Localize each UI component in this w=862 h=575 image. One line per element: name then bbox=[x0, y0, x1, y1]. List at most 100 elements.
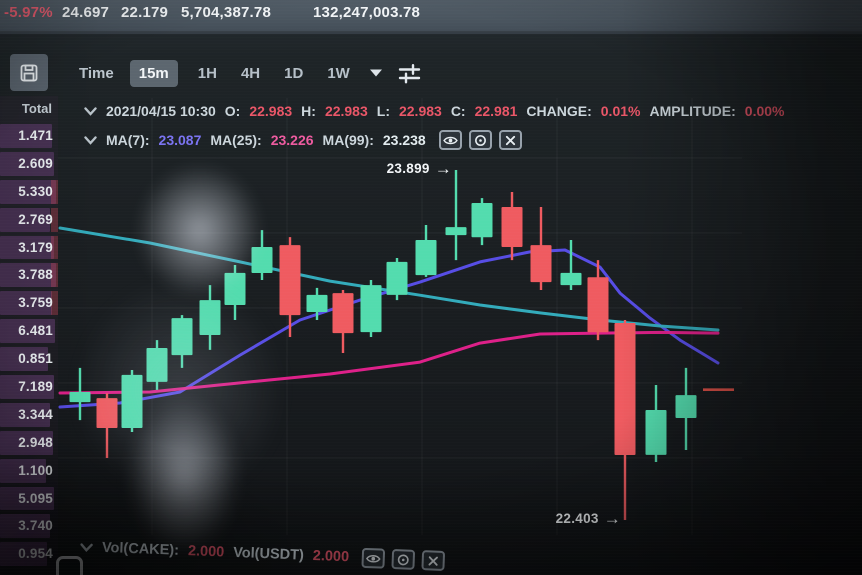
orderbook-row[interactable]: 3.179 bbox=[0, 234, 58, 262]
annotation-text: 22.403 bbox=[555, 511, 599, 526]
orderbook-total-value: 5.330 bbox=[18, 183, 53, 199]
candle-body bbox=[386, 261, 408, 295]
orderbook-total-value: 3.759 bbox=[18, 295, 53, 311]
orderbook-total-value: 1.100 bbox=[18, 462, 53, 478]
orderbook-row[interactable]: 2.948 bbox=[0, 429, 58, 457]
vol-close-button[interactable] bbox=[421, 550, 446, 572]
eye-icon bbox=[366, 552, 381, 564]
ma7-value: 23.087 bbox=[158, 132, 202, 148]
candle-datetime: 2021/04/15 10:30 bbox=[106, 103, 216, 119]
candle-body bbox=[645, 410, 667, 455]
change-24h-stat: -5.97% bbox=[4, 4, 53, 21]
orderbook-row[interactable]: 3.740 bbox=[0, 512, 58, 540]
low-value: 22.983 bbox=[398, 103, 442, 119]
vol-settings-button[interactable] bbox=[391, 548, 416, 570]
stat-value-1: 24.697 bbox=[62, 4, 110, 21]
interval-dropdown-button[interactable] bbox=[369, 69, 382, 77]
collapse-chevron-icon[interactable] bbox=[84, 135, 97, 145]
close-icon bbox=[505, 135, 516, 146]
orderbook-row[interactable]: 0.851 bbox=[0, 345, 58, 373]
interval-1w[interactable]: 1W bbox=[323, 60, 354, 87]
candle-body bbox=[332, 293, 354, 334]
orderbook-total-value: 2.948 bbox=[18, 434, 53, 450]
interval-15m[interactable]: 15m bbox=[129, 59, 178, 87]
orderbook-total-value: 6.481 bbox=[18, 323, 53, 339]
target-icon bbox=[474, 134, 487, 147]
chart-settings-button[interactable] bbox=[398, 63, 421, 84]
stat-value-3: 5,704,387.78 bbox=[181, 4, 271, 21]
orderbook-header: Total bbox=[21, 101, 52, 116]
interval-1d[interactable]: 1D bbox=[280, 60, 307, 87]
orderbook-row[interactable]: 5.330 bbox=[0, 178, 58, 206]
interval-1h[interactable]: 1H bbox=[194, 60, 221, 87]
candle-body bbox=[199, 300, 221, 335]
arrow-right-icon: → bbox=[434, 159, 452, 178]
orderbook-total-value: 1.471 bbox=[18, 128, 53, 143]
ma99-label: MA(99): bbox=[322, 132, 374, 148]
orderbook-total-value: 3.788 bbox=[18, 267, 53, 283]
orderbook-total-value: 2.609 bbox=[18, 155, 53, 171]
orderbook-row[interactable]: 2.769 bbox=[0, 206, 58, 234]
ma-indicator-bar: MA(7): 23.087 MA(25): 23.226 MA(99): 23.… bbox=[84, 130, 522, 150]
candle-body bbox=[587, 277, 609, 333]
sliders-icon bbox=[398, 63, 421, 84]
candle-body bbox=[96, 398, 118, 428]
orderbook-row[interactable]: 3.344 bbox=[0, 401, 58, 429]
ma-settings-button[interactable] bbox=[468, 130, 492, 150]
candle-body bbox=[306, 294, 328, 312]
orderbook-row[interactable]: 0.954 bbox=[0, 540, 58, 568]
collapse-chevron-icon[interactable] bbox=[80, 542, 93, 552]
orderbook-total-value: 5.095 bbox=[18, 490, 53, 506]
interval-4h[interactable]: 4H bbox=[237, 60, 264, 87]
orderbook-total-value: 3.740 bbox=[18, 518, 53, 534]
orderbook-row[interactable]: 2.609 bbox=[0, 150, 58, 178]
vol-visibility-button[interactable] bbox=[361, 547, 386, 569]
candle-body bbox=[121, 374, 143, 428]
candle-body bbox=[251, 247, 273, 273]
time-label: Time bbox=[79, 64, 114, 82]
eye-icon bbox=[442, 135, 458, 146]
amplitude-label: AMPLITUDE: bbox=[649, 103, 736, 119]
orderbook-row[interactable]: 5.095 bbox=[0, 485, 58, 513]
stat-value-2: 22.179 bbox=[121, 4, 169, 21]
annotation-text: 23.899 bbox=[386, 161, 430, 176]
ma25-value: 23.226 bbox=[270, 132, 314, 148]
candle-body bbox=[530, 245, 552, 283]
orderbook-total-value: 0.851 bbox=[18, 351, 53, 367]
arrow-right-icon: → bbox=[603, 509, 621, 528]
high-annotation: 23.899 → bbox=[386, 159, 452, 178]
open-value: 22.983 bbox=[249, 103, 293, 119]
orderbook-row[interactable]: 6.481 bbox=[0, 317, 58, 345]
target-icon bbox=[397, 553, 410, 566]
ma-close-button[interactable] bbox=[498, 130, 522, 150]
ohlc-info-bar: 2021/04/15 10:30 O: 22.983 H: 22.983 L: … bbox=[84, 103, 785, 119]
ma25-label: MA(25): bbox=[210, 132, 262, 148]
orderbook-row[interactable]: 1.471 bbox=[0, 122, 58, 150]
orderbook-row[interactable]: 7.189 bbox=[0, 373, 58, 401]
amplitude-value: 0.00% bbox=[744, 103, 785, 119]
candle-body bbox=[279, 245, 301, 316]
orderbook-total-value: 3.179 bbox=[18, 239, 53, 255]
high-label: H: bbox=[301, 103, 316, 119]
orderbook-row[interactable]: 3.759 bbox=[0, 289, 58, 317]
close-icon bbox=[428, 555, 439, 566]
ma-visibility-button[interactable] bbox=[438, 130, 462, 150]
stats-bar: -5.97% 24.697 22.179 5,704,387.78 132,24… bbox=[0, 0, 862, 34]
orderbook-panel: Total 1.471 2.609 5.330 2.769 3.179 3.788 3.75… bbox=[0, 96, 58, 575]
candle-body bbox=[501, 207, 523, 247]
orderbook-rows: 1.471 2.609 5.330 2.769 3.179 3.788 3.759 6.481… bbox=[0, 122, 58, 568]
save-button[interactable] bbox=[10, 54, 48, 91]
candle-body bbox=[560, 272, 582, 286]
candle-body bbox=[415, 240, 437, 276]
interval-toolbar: Time 15m 1H 4H 1D 1W bbox=[79, 56, 421, 90]
collapse-chevron-icon[interactable] bbox=[84, 106, 97, 116]
orderbook-total-value: 7.189 bbox=[18, 379, 53, 395]
stat-value-4: 132,247,003.78 bbox=[313, 4, 421, 21]
vol-quote-value: 2.000 bbox=[312, 547, 350, 566]
ma99-value: 23.238 bbox=[382, 132, 426, 148]
orderbook-row[interactable]: 3.788 bbox=[0, 261, 58, 289]
candle-body bbox=[445, 227, 467, 236]
candle-body bbox=[146, 348, 168, 382]
orderbook-row[interactable]: 1.100 bbox=[0, 457, 58, 485]
candle-body bbox=[360, 285, 382, 333]
